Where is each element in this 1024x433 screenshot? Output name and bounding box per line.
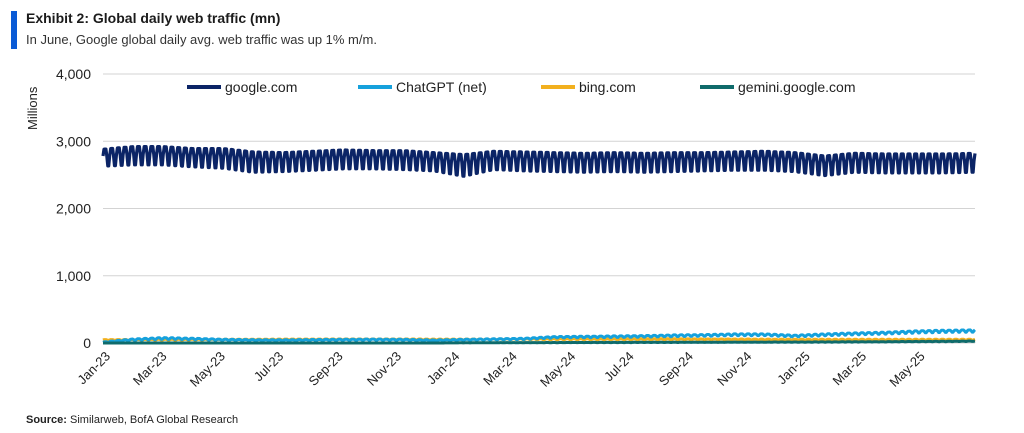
x-tick-label: Jan-25 [774,349,813,388]
x-tick-label: May-23 [187,349,228,390]
gridlines [103,73,975,344]
x-tick-label: Mar-23 [130,349,170,389]
legend-label: bing.com [579,79,636,95]
x-tick-label: Jan-24 [424,349,463,388]
y-tick-label: 3,000 [56,133,91,149]
series-lines [101,145,977,345]
x-tick-label: Mar-24 [480,349,520,389]
x-tick-label: May-25 [886,349,927,390]
title-accent-bar [11,11,17,49]
series-line-chatgpt-net- [102,328,977,344]
x-tick-labels: Jan-23 Mar-23 May-23 Jul-23 Sep-23 Nov-23 Jan-… [74,349,927,390]
series-line-gemini-google-com [102,339,976,345]
chart-subtitle: In June, Google global daily avg. web tr… [26,32,377,47]
legend-label: gemini.google.com [738,79,856,95]
series-line-google-com [101,145,977,178]
source-text: Similarweb, BofA Global Research [70,414,239,426]
x-tick-label: Jul-23 [251,349,287,385]
x-tick-label: Jan-23 [74,349,113,388]
x-tick-label: Jul-24 [601,349,637,385]
legend-label: google.com [225,79,297,95]
y-tick-label: 2,000 [56,201,91,217]
y-tick-label: 0 [83,335,91,351]
x-tick-label: Sep-24 [656,349,696,389]
x-tick-label: Mar-25 [830,349,870,389]
x-tick-label: Nov-23 [364,349,404,389]
y-tick-label: 4,000 [56,66,91,82]
chart-title: Exhibit 2: Global daily web traffic (mn) [26,10,281,26]
source-label: Source: [26,414,67,426]
legend-label: ChatGPT (net) [396,79,487,95]
x-tick-label: May-24 [537,349,578,390]
y-tick-labels: 0 1,000 2,000 3,000 4,000 [56,66,91,351]
x-tick-label: Nov-24 [714,349,754,389]
y-tick-label: 1,000 [56,268,91,284]
x-tick-label: Sep-23 [305,349,345,389]
source-note: Source: Similarweb, BofA Global Research [26,414,238,426]
legend: google.com ChatGPT (net) bing.com gemini.go… [187,79,856,95]
